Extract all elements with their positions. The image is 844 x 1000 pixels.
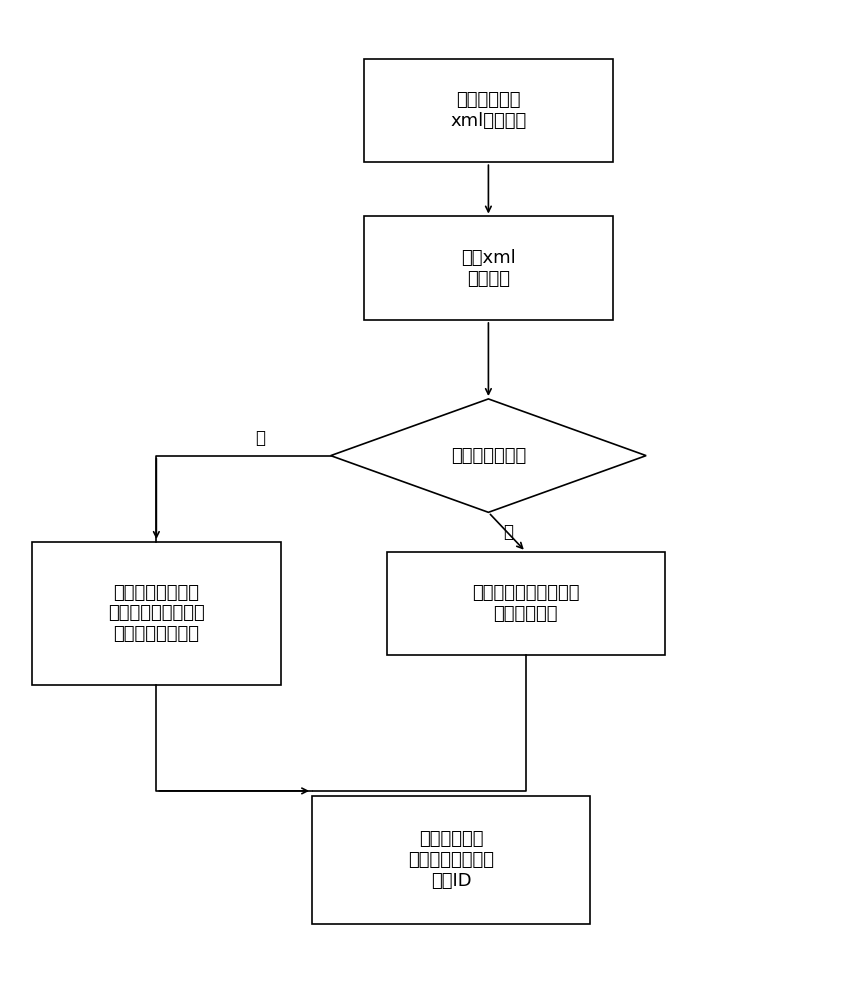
Text: 是: 是: [255, 429, 265, 447]
FancyBboxPatch shape: [387, 552, 665, 655]
Text: 读取接线样式
xml文本文件: 读取接线样式 xml文本文件: [451, 91, 527, 130]
Text: 是否自适应画面: 是否自适应画面: [451, 447, 526, 465]
FancyBboxPatch shape: [364, 59, 613, 162]
Text: 根据当前画布大小
计算自适应该画布的
厂站和线路的坐标: 根据当前画布大小 计算自适应该画布的 厂站和线路的坐标: [108, 584, 205, 643]
Text: 直接读取厂站及线路的
实际坐标信息: 直接读取厂站及线路的 实际坐标信息: [472, 584, 580, 623]
Text: 根据坐标添加
厂站和线路的信息
赋值ID: 根据坐标添加 厂站和线路的信息 赋值ID: [408, 830, 494, 890]
FancyBboxPatch shape: [32, 542, 281, 685]
Polygon shape: [331, 399, 647, 512]
FancyBboxPatch shape: [364, 216, 613, 320]
Text: 解析xml
文本文件: 解析xml 文本文件: [461, 249, 516, 288]
FancyBboxPatch shape: [312, 796, 590, 924]
Text: 否: 否: [503, 523, 513, 541]
